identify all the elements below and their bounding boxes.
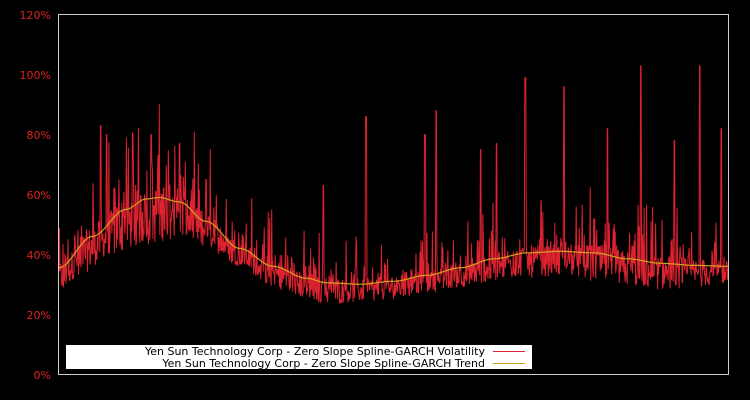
- y-tick-label: 100%: [20, 69, 51, 82]
- legend-box: [66, 345, 532, 369]
- plot-frame: [58, 14, 729, 375]
- legend-label-volatility: Yen Sun Technology Corp - Zero Slope Spl…: [144, 345, 486, 358]
- y-tick-label: 0%: [34, 369, 51, 382]
- chart-legend: Yen Sun Technology Corp - Zero Slope Spl…: [66, 345, 532, 370]
- volatility-series-line: [58, 65, 729, 304]
- y-tick-label: 120%: [20, 9, 51, 22]
- y-tick-label: 40%: [27, 249, 51, 262]
- y-tick-label: 60%: [27, 189, 51, 202]
- trend-series-line: [58, 196, 728, 285]
- y-tick-label: 80%: [27, 129, 51, 142]
- y-tick-label: 20%: [27, 309, 51, 322]
- legend-label-trend: Yen Sun Technology Corp - Zero Slope Spl…: [161, 357, 485, 370]
- y-axis: 0% 20% 40% 60% 80% 100% 120%: [20, 9, 51, 382]
- plot-area: [58, 65, 729, 304]
